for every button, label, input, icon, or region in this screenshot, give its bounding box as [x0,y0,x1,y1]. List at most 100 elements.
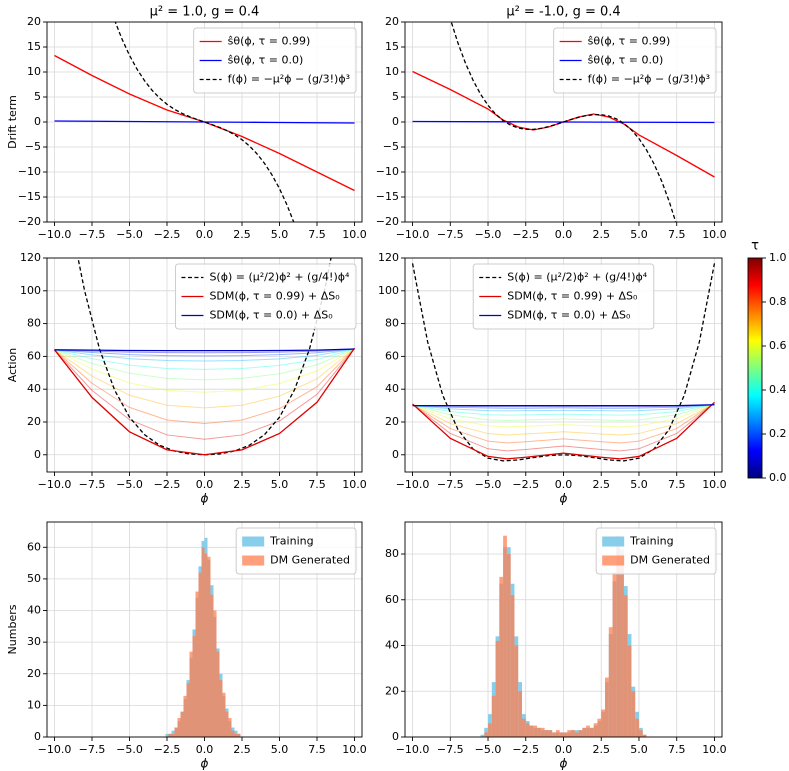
bar [213,610,217,737]
y-tick-label: 40 [27,382,41,395]
legend-swatch [242,536,265,547]
x-tick-label: −10.0 [38,228,72,241]
bar [635,718,639,737]
bar [642,734,647,737]
line [54,348,355,381]
colorbar-frame [747,257,763,479]
bar [228,718,232,737]
colorbar-tick-label: 0.8 [769,295,787,308]
x-tick-label: −2.5 [154,478,181,491]
x-tick-label: 2.5 [592,228,610,241]
x-tick-label: −7.5 [437,228,464,241]
legend [193,27,357,94]
bar [544,730,549,737]
plot-area [53,258,356,456]
bar [623,595,628,737]
x-tick-label: −5.0 [116,478,143,491]
bar [574,732,579,737]
line [412,403,715,416]
y-tick-label: 60 [27,349,41,362]
y-tick-label: 20 [385,15,399,28]
x-tick-label: 2.5 [233,743,251,756]
bar [638,730,643,737]
x-tick-label: 0.0 [196,743,214,756]
line [450,22,677,222]
x-tick-label: −5.0 [475,478,502,491]
x-tick-label: −2.5 [154,743,181,756]
colorbar-tick-label: 0.6 [769,339,787,352]
line [412,403,715,422]
x-tick-label: 7.5 [668,743,686,756]
legend-label: S(ϕ) = (μ²/2)ϕ² + (g/4!)ϕ⁴ [507,271,648,284]
x-tick-label: −7.5 [79,228,106,241]
y-tick-label: 0 [392,448,399,461]
x-tick-label: 2.5 [592,743,610,756]
line [412,404,715,409]
bar [183,695,187,737]
x-tick-label: −5.0 [475,743,502,756]
x-tick-label: −7.5 [437,743,464,756]
y-tick-label: −10 [376,165,399,178]
x-tick-label: 7.5 [308,743,326,756]
colorbar-tick-label: 1.0 [769,251,787,264]
y-tick-label: 20 [27,415,41,428]
y-tick-label: 20 [27,667,41,680]
line [412,402,715,444]
bar [521,718,526,737]
legend [174,263,357,330]
x-tick-label: 10.0 [342,743,367,756]
bar [540,727,545,737]
line [54,348,355,354]
plot-area [412,22,715,222]
bar [234,733,238,737]
x-tick-label: 10.0 [702,228,727,241]
legend-label: SDM(ϕ, τ = 0.99) + ΔS₀ [507,290,638,303]
bar [578,730,583,737]
bar [586,725,590,737]
bar [552,732,556,737]
line [412,404,715,408]
y-tick-label: 60 [385,349,399,362]
legend [235,527,357,575]
y-tick-label: −5 [25,140,41,153]
bar [537,727,541,737]
legend-label: Training [629,535,673,548]
y-axis-label: Action [6,348,19,382]
line [412,403,715,428]
y-tick-label: 15 [27,40,41,53]
bar [165,733,169,737]
line [54,120,355,124]
bar [495,640,500,737]
x-tick-label: −5.0 [116,743,143,756]
bar [171,733,175,737]
y-tick-label: 80 [385,547,399,560]
x-tick-label: 7.5 [668,478,686,491]
bar [533,725,538,737]
x-tick-label: 0.0 [196,478,214,491]
legend-label: ŝθ(ϕ, τ = 0.0) [588,54,664,67]
bar [631,691,636,737]
plot-area [165,537,241,737]
line [114,22,295,222]
bar [186,683,190,737]
x-tick-label: 0.0 [555,228,573,241]
x-tick-label: 5.0 [630,478,648,491]
legend-label: ŝθ(ϕ, τ = 0.0) [228,54,304,67]
x-axis-label: ϕ [201,757,209,771]
x-tick-label: −7.5 [79,478,106,491]
x-tick-label: 5.0 [271,228,289,241]
bar [514,645,519,737]
y-tick-label: 10 [27,65,41,78]
bar [612,572,617,737]
y-tick-label: 40 [27,604,41,617]
y-tick-label: −20 [18,215,41,228]
bar [518,691,522,737]
legend [553,27,717,94]
x-tick-label: 0.0 [555,743,573,756]
x-tick-label: 5.0 [271,478,289,491]
x-axis-label: ϕ [560,757,568,771]
x-tick-label: −7.5 [79,743,106,756]
bar [204,553,208,737]
x-tick-label: −10.0 [396,743,430,756]
